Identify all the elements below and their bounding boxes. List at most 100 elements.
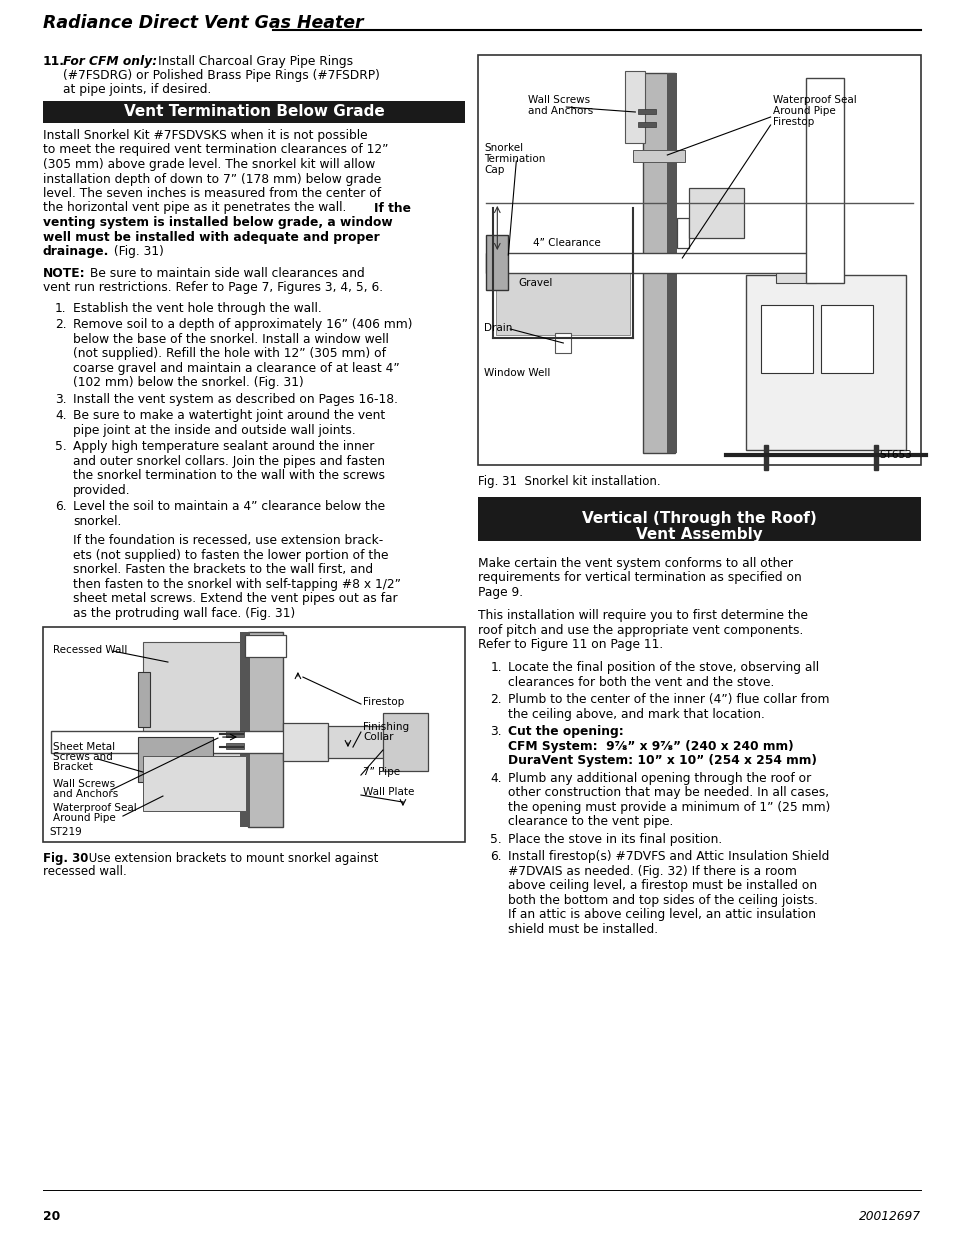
Text: Termination: Termination [484, 154, 545, 164]
Bar [642, 73, 675, 453]
Text: Vent Termination Below Grade: Vent Termination Below Grade [124, 105, 384, 120]
Text: This installation will require you to first determine the: This installation will require you to fi… [477, 609, 807, 622]
Text: (102 mm) below the snorkel. (Fig. 31): (102 mm) below the snorkel. (Fig. 31) [72, 375, 303, 389]
Text: installation depth of down to 7” (178 mm) below grade: installation depth of down to 7” (178 mm… [43, 173, 381, 185]
Text: Apply high temperature sealant around the inner: Apply high temperature sealant around th… [72, 440, 374, 453]
Text: the ceiling above, and mark that location.: the ceiling above, and mark that locatio… [508, 708, 764, 721]
Text: Plumb to the center of the inner (4”) flue collar from: Plumb to the center of the inner (4”) fl… [508, 693, 829, 706]
Bar [624, 70, 644, 143]
Text: Collar: Collar [362, 732, 393, 742]
FancyArrow shape [762, 445, 767, 471]
Bar [143, 642, 243, 762]
Text: well must be installed with adequate and proper: well must be installed with adequate and… [43, 231, 379, 243]
Bar [143, 756, 246, 811]
Text: snorkel.: snorkel. [72, 515, 121, 527]
Text: Install the vent system as described on Pages 16-18.: Install the vent system as described on … [72, 393, 397, 405]
Text: roof pitch and use the appropriate vent components.: roof pitch and use the appropriate vent … [477, 624, 802, 637]
Text: Around Pipe: Around Pipe [52, 813, 115, 823]
Text: recessed wall.: recessed wall. [43, 864, 127, 878]
Text: venting system is installed below grade, a window: venting system is installed below grade,… [43, 216, 393, 228]
Text: both the bottom and top sides of the ceiling joists.: both the bottom and top sides of the cei… [508, 894, 818, 906]
FancyArrow shape [873, 445, 877, 471]
Text: Firestop: Firestop [362, 697, 404, 708]
Text: #7DVAIS as needed. (Fig. 32) If there is a room: #7DVAIS as needed. (Fig. 32) If there is… [508, 864, 797, 878]
Text: Plumb any additional opening through the roof or: Plumb any additional opening through the… [508, 772, 811, 785]
Text: Wall Plate: Wall Plate [362, 787, 414, 797]
Bar [760, 305, 812, 373]
Text: Drain: Drain [484, 324, 512, 333]
Bar [248, 632, 283, 827]
Text: Radiance Direct Vent Gas Heater: Radiance Direct Vent Gas Heater [43, 14, 363, 32]
Text: shield must be installed.: shield must be installed. [508, 923, 658, 936]
Text: 7” Pipe: 7” Pipe [362, 767, 399, 777]
Text: as the protruding wall face. (Fig. 31): as the protruding wall face. (Fig. 31) [72, 606, 294, 620]
Text: the snorkel termination to the wall with the screws: the snorkel termination to the wall with… [72, 469, 384, 482]
Bar [677, 219, 689, 248]
Bar [633, 149, 684, 162]
Text: Locate the final position of the stove, observing all: Locate the final position of the stove, … [508, 662, 819, 674]
Text: 2.: 2. [55, 319, 67, 331]
Text: Fig. 30: Fig. 30 [43, 852, 89, 864]
Text: Vertical (Through the Roof): Vertical (Through the Roof) [581, 511, 816, 526]
Text: pipe joint at the inside and outside wall joints.: pipe joint at the inside and outside wal… [72, 424, 355, 436]
Text: 1.: 1. [490, 662, 501, 674]
Text: 3.: 3. [55, 393, 67, 405]
Text: If the foundation is recessed, use extension brack-: If the foundation is recessed, use exten… [72, 534, 383, 547]
Text: (305 mm) above grade level. The snorkel kit will allow: (305 mm) above grade level. The snorkel … [43, 158, 375, 170]
Text: Bracket: Bracket [52, 762, 92, 772]
Text: Place the stove in its final position.: Place the stove in its final position. [508, 832, 721, 846]
Text: Use extension brackets to mount snorkel against: Use extension brackets to mount snorkel … [85, 852, 378, 864]
Bar [138, 737, 213, 782]
Text: 4” Clearance: 4” Clearance [533, 238, 600, 248]
Text: CFM System:  9⅞” x 9⅞” (240 x 240 mm): CFM System: 9⅞” x 9⅞” (240 x 240 mm) [508, 740, 793, 753]
Text: Fig. 31  Snorkel kit installation.: Fig. 31 Snorkel kit installation. [477, 475, 660, 488]
Text: Recessed Wall: Recessed Wall [52, 645, 127, 655]
Text: provided.: provided. [72, 484, 131, 496]
Text: 11.: 11. [43, 56, 65, 68]
Text: DuraVent System: 10” x 10” (254 x 254 mm): DuraVent System: 10” x 10” (254 x 254 mm… [508, 755, 817, 767]
Text: 4.: 4. [490, 772, 501, 785]
Text: If the: If the [374, 201, 411, 215]
Text: coarse gravel and maintain a clearance of at least 4”: coarse gravel and maintain a clearance o… [72, 362, 399, 374]
Bar [689, 188, 743, 238]
Text: other construction that may be needed. In all cases,: other construction that may be needed. I… [508, 787, 828, 799]
Text: level. The seven inches is measured from the center of: level. The seven inches is measured from… [43, 186, 380, 200]
Bar [226, 743, 244, 750]
Text: and Anchors: and Anchors [528, 106, 593, 116]
Bar [477, 56, 920, 466]
Text: below the base of the snorkel. Install a window well: below the base of the snorkel. Install a… [72, 332, 389, 346]
Text: Cut the opening:: Cut the opening: [508, 725, 623, 739]
Bar [555, 333, 571, 353]
Text: Window Well: Window Well [484, 368, 550, 378]
Text: Install firestop(s) #7DVFS and Attic Insulation Shield: Install firestop(s) #7DVFS and Attic Ins… [508, 851, 829, 863]
Text: Waterproof Seal: Waterproof Seal [52, 803, 136, 813]
Text: above ceiling level, a firestop must be installed on: above ceiling level, a firestop must be … [508, 879, 817, 893]
Text: (Fig. 31): (Fig. 31) [110, 245, 164, 258]
Bar [775, 273, 815, 283]
Bar [804, 78, 842, 283]
Text: vent run restrictions. Refer to Page 7, Figures 3, 4, 5, 6.: vent run restrictions. Refer to Page 7, … [43, 282, 383, 294]
Text: Cap: Cap [484, 165, 504, 175]
Bar [638, 109, 656, 114]
Text: NOTE:: NOTE: [43, 267, 86, 280]
Text: Wall Screws: Wall Screws [528, 95, 590, 105]
Text: Be sure to maintain side wall clearances and: Be sure to maintain side wall clearances… [86, 267, 364, 280]
Text: 3.: 3. [490, 725, 501, 739]
Text: Waterproof Seal: Waterproof Seal [772, 95, 856, 105]
Text: the opening must provide a minimum of 1” (25 mm): the opening must provide a minimum of 1”… [508, 802, 830, 814]
Text: Remove soil to a depth of approximately 16” (406 mm): Remove soil to a depth of approximately … [72, 319, 412, 331]
Bar [328, 726, 388, 758]
Text: Gravel: Gravel [517, 278, 552, 288]
Text: requirements for vertical termination as specified on: requirements for vertical termination as… [477, 572, 801, 584]
Bar [51, 731, 357, 753]
Text: ets (not supplied) to fasten the lower portion of the: ets (not supplied) to fasten the lower p… [72, 548, 388, 562]
Text: 2.: 2. [490, 693, 501, 706]
Text: 5.: 5. [490, 832, 501, 846]
Text: Vent Assembly: Vent Assembly [636, 527, 762, 542]
Text: and Anchors: and Anchors [52, 789, 118, 799]
Bar [283, 722, 328, 761]
Text: 1.: 1. [55, 301, 67, 315]
Text: the horizontal vent pipe as it penetrates the wall.: the horizontal vent pipe as it penetrate… [43, 201, 350, 215]
Text: drainage.: drainage. [43, 245, 110, 258]
Text: Establish the vent hole through the wall.: Establish the vent hole through the wall… [72, 301, 321, 315]
